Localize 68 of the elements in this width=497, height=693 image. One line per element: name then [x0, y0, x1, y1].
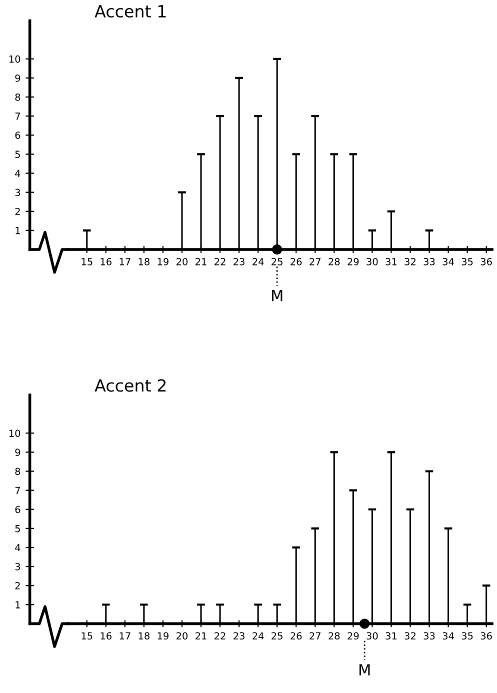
- y-tick-label: 4: [15, 170, 20, 177]
- x-tick-label: 33: [424, 258, 435, 266]
- x-tick-label: 29: [348, 632, 359, 640]
- x-tick-label: 21: [196, 258, 206, 266]
- y-tick-label: 9: [15, 74, 20, 82]
- x-tick-label: 23: [234, 632, 244, 640]
- x-tick-label: 26: [290, 632, 302, 640]
- x-tick-label: 16: [100, 632, 112, 640]
- y-tick-label: 5: [15, 150, 20, 158]
- x-tick-label: 22: [214, 258, 226, 266]
- y-tick-label: 10: [9, 55, 20, 63]
- x-tick-label: 34: [442, 258, 454, 266]
- x-tick-label: 32: [404, 258, 416, 266]
- x-tick-label: 20: [176, 632, 188, 640]
- x-tick-label: 15: [82, 258, 92, 266]
- x-tick-label: 17: [120, 632, 130, 640]
- x-tick-label: 29: [348, 258, 359, 266]
- x-tick-label: 33: [424, 632, 435, 640]
- x-tick-label: 31: [386, 632, 397, 640]
- x-tick-label: 19: [158, 258, 168, 266]
- x-tick-label: 18: [138, 258, 150, 266]
- x-tick-label: 24: [252, 632, 264, 640]
- x-tick-label: 21: [196, 632, 206, 640]
- y-tick-label: 7: [15, 486, 20, 494]
- y-tick-label: 7: [15, 112, 20, 120]
- y-tick-label: 5: [15, 525, 20, 532]
- y-tick-label: 6: [15, 506, 20, 514]
- x-tick-label: 28: [328, 632, 340, 640]
- x-tick-label: 25: [272, 632, 282, 640]
- x-tick-label: 35: [462, 632, 473, 640]
- y-tick-label: 8: [15, 468, 20, 476]
- y-tick-label: 2: [15, 208, 20, 216]
- x-tick-label: 22: [214, 632, 226, 640]
- y-tick-label: 3: [15, 188, 20, 196]
- y-tick-label: 1: [16, 227, 20, 234]
- x-tick-label: 27: [310, 632, 320, 640]
- x-tick-label: 27: [310, 258, 320, 266]
- y-tick-label: 8: [15, 94, 20, 101]
- x-tick-label: 17: [120, 258, 130, 266]
- y-tick-label: 1: [16, 601, 20, 608]
- x-tick-label: 23: [234, 258, 244, 266]
- x-tick-label: 18: [138, 632, 150, 640]
- x-tick-label: 26: [290, 258, 302, 266]
- x-tick-label: 36: [480, 258, 492, 266]
- x-tick-label: 15: [82, 632, 92, 640]
- y-tick-label: 4: [15, 544, 20, 552]
- x-tick-label: 24: [252, 258, 264, 266]
- ref-line-label: M: [272, 290, 282, 302]
- x-tick-label: 30: [366, 632, 378, 640]
- x-tick-label: 16: [100, 258, 112, 266]
- x-tick-label: 31: [386, 258, 397, 266]
- ref-line-label: M: [360, 664, 370, 676]
- x-tick-label: 34: [442, 632, 454, 640]
- y-tick-label: 2: [15, 582, 20, 590]
- x-tick-label: 36: [480, 632, 492, 640]
- y-tick-label: 10: [9, 430, 20, 437]
- y-tick-label: 3: [15, 563, 20, 570]
- chart-title: Accent 2: [94, 379, 166, 392]
- x-tick-label: 30: [366, 258, 378, 266]
- x-tick-label: 20: [176, 258, 188, 266]
- x-tick-label: 25: [272, 258, 282, 266]
- y-tick-label: 9: [15, 448, 20, 456]
- x-tick-label: 19: [158, 632, 168, 640]
- x-tick-label: 28: [328, 258, 340, 266]
- chart-title: Accent 1: [94, 5, 166, 18]
- y-tick-label: 6: [15, 132, 20, 139]
- x-tick-label: 32: [404, 632, 416, 640]
- x-tick-label: 35: [462, 258, 473, 266]
